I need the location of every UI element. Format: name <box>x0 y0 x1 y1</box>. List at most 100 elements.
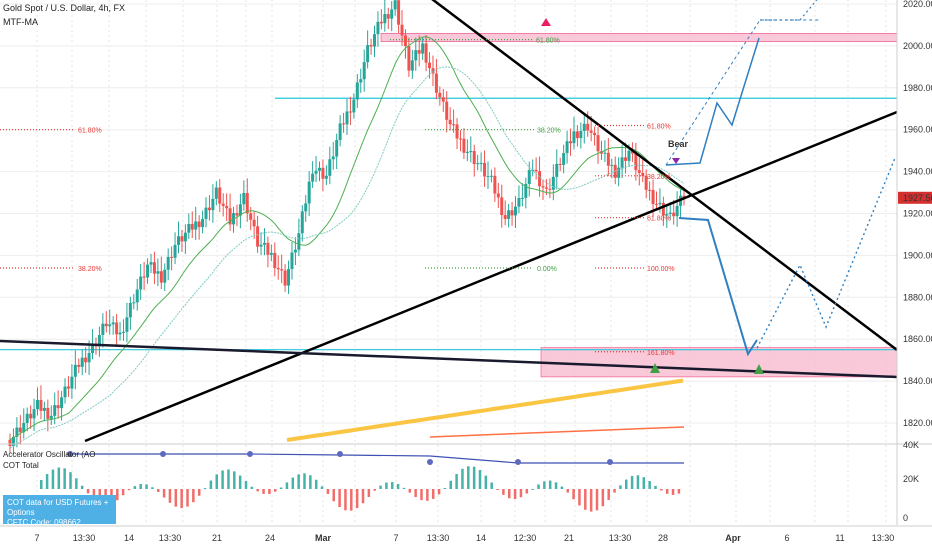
candle-body-174 <box>606 152 610 166</box>
osc-bar-56 <box>367 489 371 498</box>
cot-step-line-2 <box>429 426 685 438</box>
candle-body-133 <box>465 151 469 153</box>
candle-body-20 <box>77 364 81 367</box>
osc-bar-23 <box>174 489 178 507</box>
candle-body-5 <box>25 413 29 423</box>
candle-body-84 <box>297 233 301 250</box>
osc-bar-63 <box>408 489 412 493</box>
candle-body-15 <box>60 397 64 409</box>
candle-body-187 <box>651 190 655 205</box>
candle-body-182 <box>634 153 638 171</box>
osc-bar-16 <box>133 486 137 489</box>
candle-body-128 <box>448 119 452 125</box>
candle-body-26 <box>97 335 101 347</box>
osc-bar-73 <box>467 466 470 489</box>
candle-body-135 <box>472 151 476 165</box>
candle-body-69 <box>245 192 249 214</box>
candle-body-6 <box>29 413 33 419</box>
fib-label-9: 61.80% <box>647 124 671 131</box>
fib-label-4: 61.80% <box>536 38 560 45</box>
candle-body-131 <box>458 138 462 140</box>
candle-body-122 <box>428 62 432 69</box>
time-tick-9: 14 <box>476 533 486 543</box>
candle-body-147 <box>514 206 517 216</box>
candle-body-39 <box>142 276 146 278</box>
osc-bar-65 <box>420 489 423 501</box>
fib-label-1: 38.20% <box>78 266 102 273</box>
price-tick-0: 2020.00 <box>903 0 932 9</box>
candle-body-21 <box>80 357 84 367</box>
osc-bar-55 <box>361 489 365 504</box>
osc-bar-31 <box>221 470 224 489</box>
candle-body-145 <box>507 210 511 219</box>
candle-body-70 <box>249 213 253 220</box>
osc-bar-18 <box>145 484 148 489</box>
candle-body-97 <box>342 123 346 125</box>
candle-body-7 <box>32 409 36 419</box>
candle-body-55 <box>197 221 201 228</box>
candle-body-40 <box>146 264 150 278</box>
osc-bar-35 <box>244 481 248 489</box>
osc-bar-20 <box>157 489 160 492</box>
osc-bar-0 <box>40 480 43 489</box>
osc-bar-94 <box>589 489 593 512</box>
candle-body-57 <box>204 207 208 219</box>
candle-body-119 <box>417 50 421 54</box>
time-tick-13: 28 <box>658 533 668 543</box>
candle-body-126 <box>441 97 445 102</box>
candle-body-163 <box>569 141 573 144</box>
ma-fast-line <box>9 36 685 441</box>
last-price-label: 1927.50 <box>903 193 932 203</box>
osc-bar-45 <box>303 473 306 489</box>
candle-body-42 <box>152 262 156 274</box>
osc-bar-74 <box>472 466 476 489</box>
trendline-down <box>431 0 898 351</box>
candle-body-49 <box>177 236 180 245</box>
osc-bar-39 <box>268 489 271 495</box>
osc-bar-100 <box>625 479 628 489</box>
osc-bar-40 <box>274 489 277 492</box>
osc-bar-105 <box>654 485 657 489</box>
candle-body-33 <box>121 331 125 333</box>
candle-body-27 <box>101 323 105 336</box>
candle-body-78 <box>276 267 280 270</box>
candle-body-136 <box>476 163 480 165</box>
osc-bar-106 <box>660 489 663 491</box>
candle-body-12 <box>49 415 53 419</box>
price-tick-8: 1860.00 <box>903 334 932 344</box>
osc-bar-50 <box>332 489 335 502</box>
candle-body-159 <box>555 163 559 177</box>
candle-body-99 <box>348 111 352 113</box>
candle-body-161 <box>562 153 566 165</box>
osc-bar-62 <box>402 487 406 489</box>
osc-tick-2: 0 <box>903 513 908 523</box>
candle-body-148 <box>517 197 521 207</box>
candle-body-28 <box>104 323 108 327</box>
candle-body-171 <box>596 135 600 152</box>
candle-body-17 <box>66 386 70 389</box>
candle-body-80 <box>283 270 287 286</box>
osc-bar-81 <box>513 489 517 500</box>
time-tick-15: 6 <box>784 533 789 543</box>
candle-body-72 <box>256 226 260 247</box>
osc-bar-77 <box>490 482 493 489</box>
time-tick-12: 13:30 <box>609 533 632 543</box>
candle-body-115 <box>403 35 407 47</box>
projection-dotted-path <box>756 157 896 349</box>
time-tick-5: 24 <box>265 533 275 543</box>
candle-body-178 <box>620 157 624 168</box>
osc-bar-93 <box>584 489 587 510</box>
osc-bar-37 <box>256 489 259 492</box>
candle-body-43 <box>156 271 160 274</box>
candle-body-181 <box>630 150 634 154</box>
candle-body-108 <box>379 21 383 24</box>
candle-body-129 <box>452 124 456 126</box>
candle-body-96 <box>338 123 342 140</box>
candle-body-130 <box>455 124 459 139</box>
candle-body-121 <box>424 43 428 63</box>
candle-body-13 <box>53 405 57 416</box>
osc-bar-76 <box>484 475 488 489</box>
osc-bar-101 <box>630 476 634 489</box>
osc-bar-60 <box>391 482 394 489</box>
candle-body-10 <box>42 407 46 411</box>
